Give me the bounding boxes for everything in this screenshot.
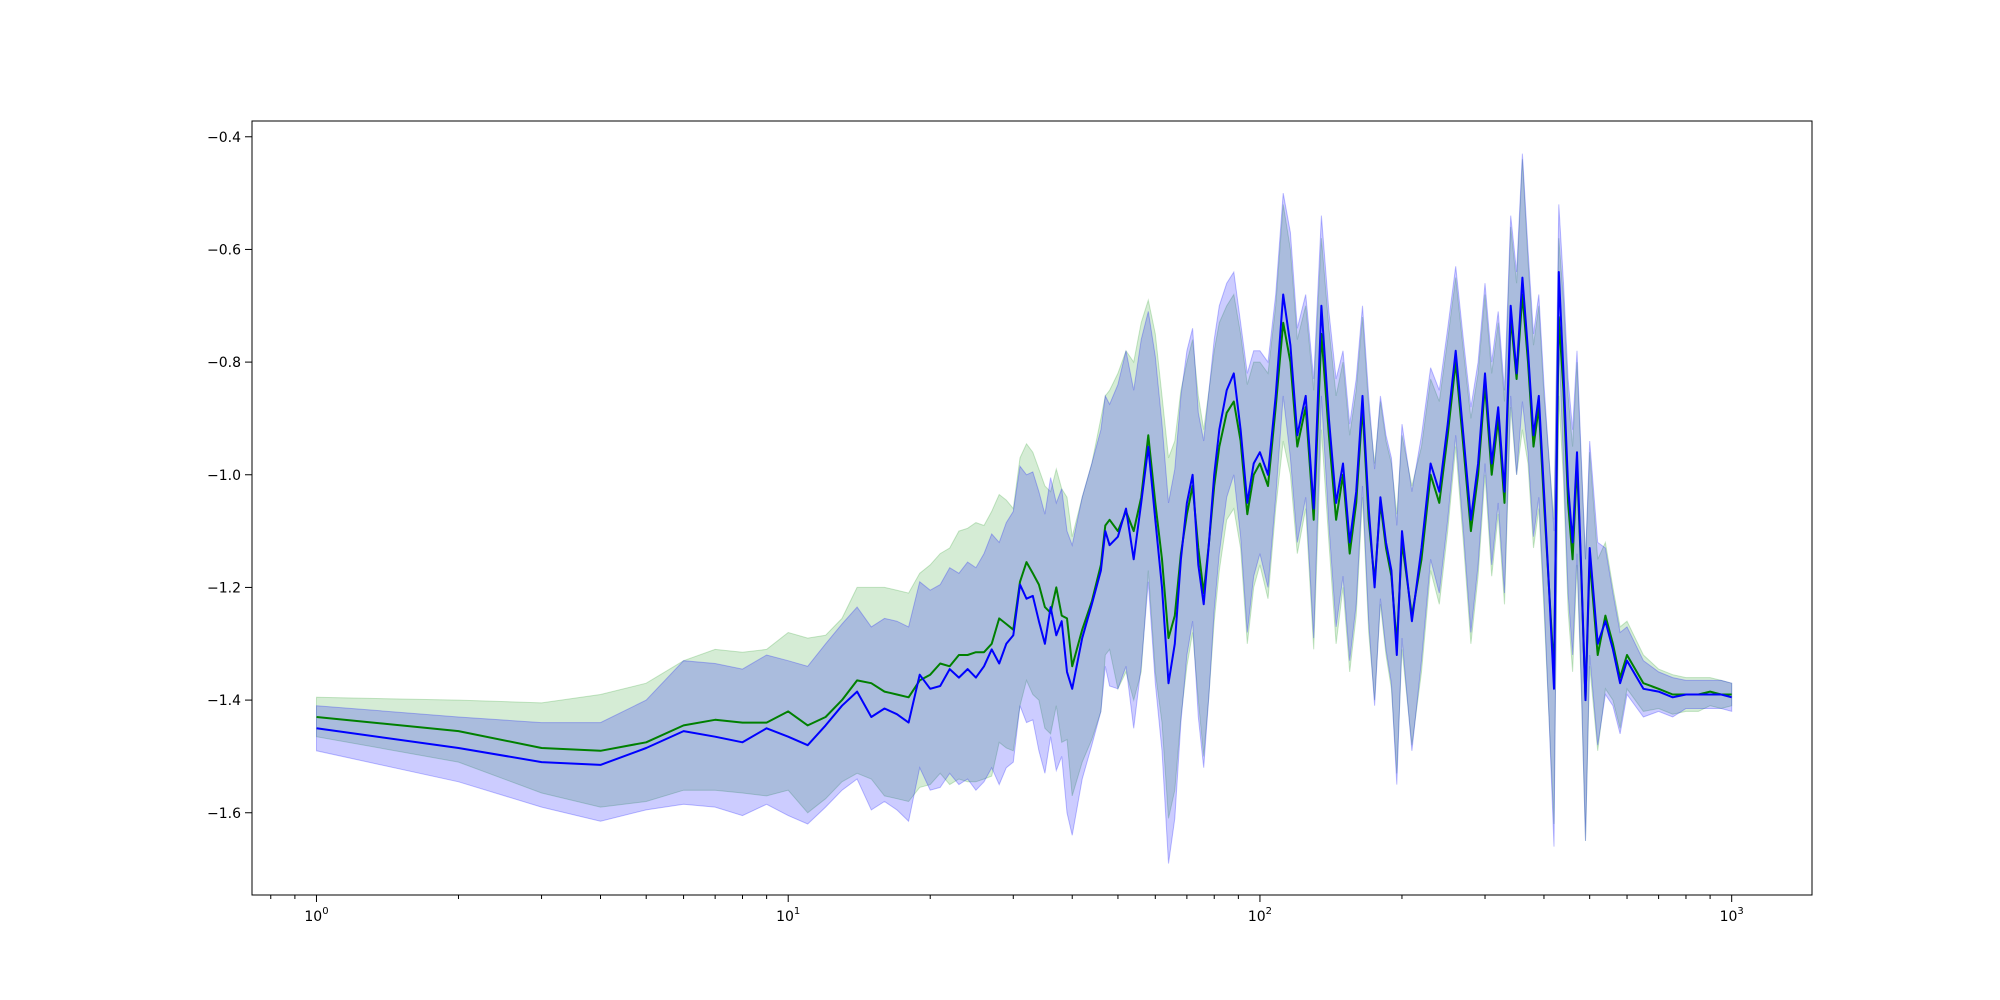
plot-frame [251,120,1813,896]
x-axis: 100 101 102 103 [270,895,1744,925]
series-lines [316,271,1732,766]
x-tick-label: 101 [776,906,800,925]
y-tick-label: −1.6 [207,806,241,822]
y-tick-label: −0.6 [207,242,241,258]
y-tick-label: −1.0 [207,468,241,484]
x-tick-label: 103 [1720,906,1744,925]
x-tick-label: 100 [304,906,328,925]
y-tick-label: −0.8 [207,355,241,371]
y-tick-label: −0.4 [207,130,241,146]
series-2-band [316,153,1733,864]
y-tick-label: −1.2 [207,580,241,596]
confidence-bands [316,153,1733,864]
x-tick-label: 102 [1248,906,1272,925]
series-1-band [316,159,1733,841]
y-axis: −0.4 −0.6 −0.8 −1.0 −1.2 −1.4 −1.6 [207,130,252,822]
y-tick-label: −1.4 [207,693,241,709]
series-2-line [316,271,1732,766]
